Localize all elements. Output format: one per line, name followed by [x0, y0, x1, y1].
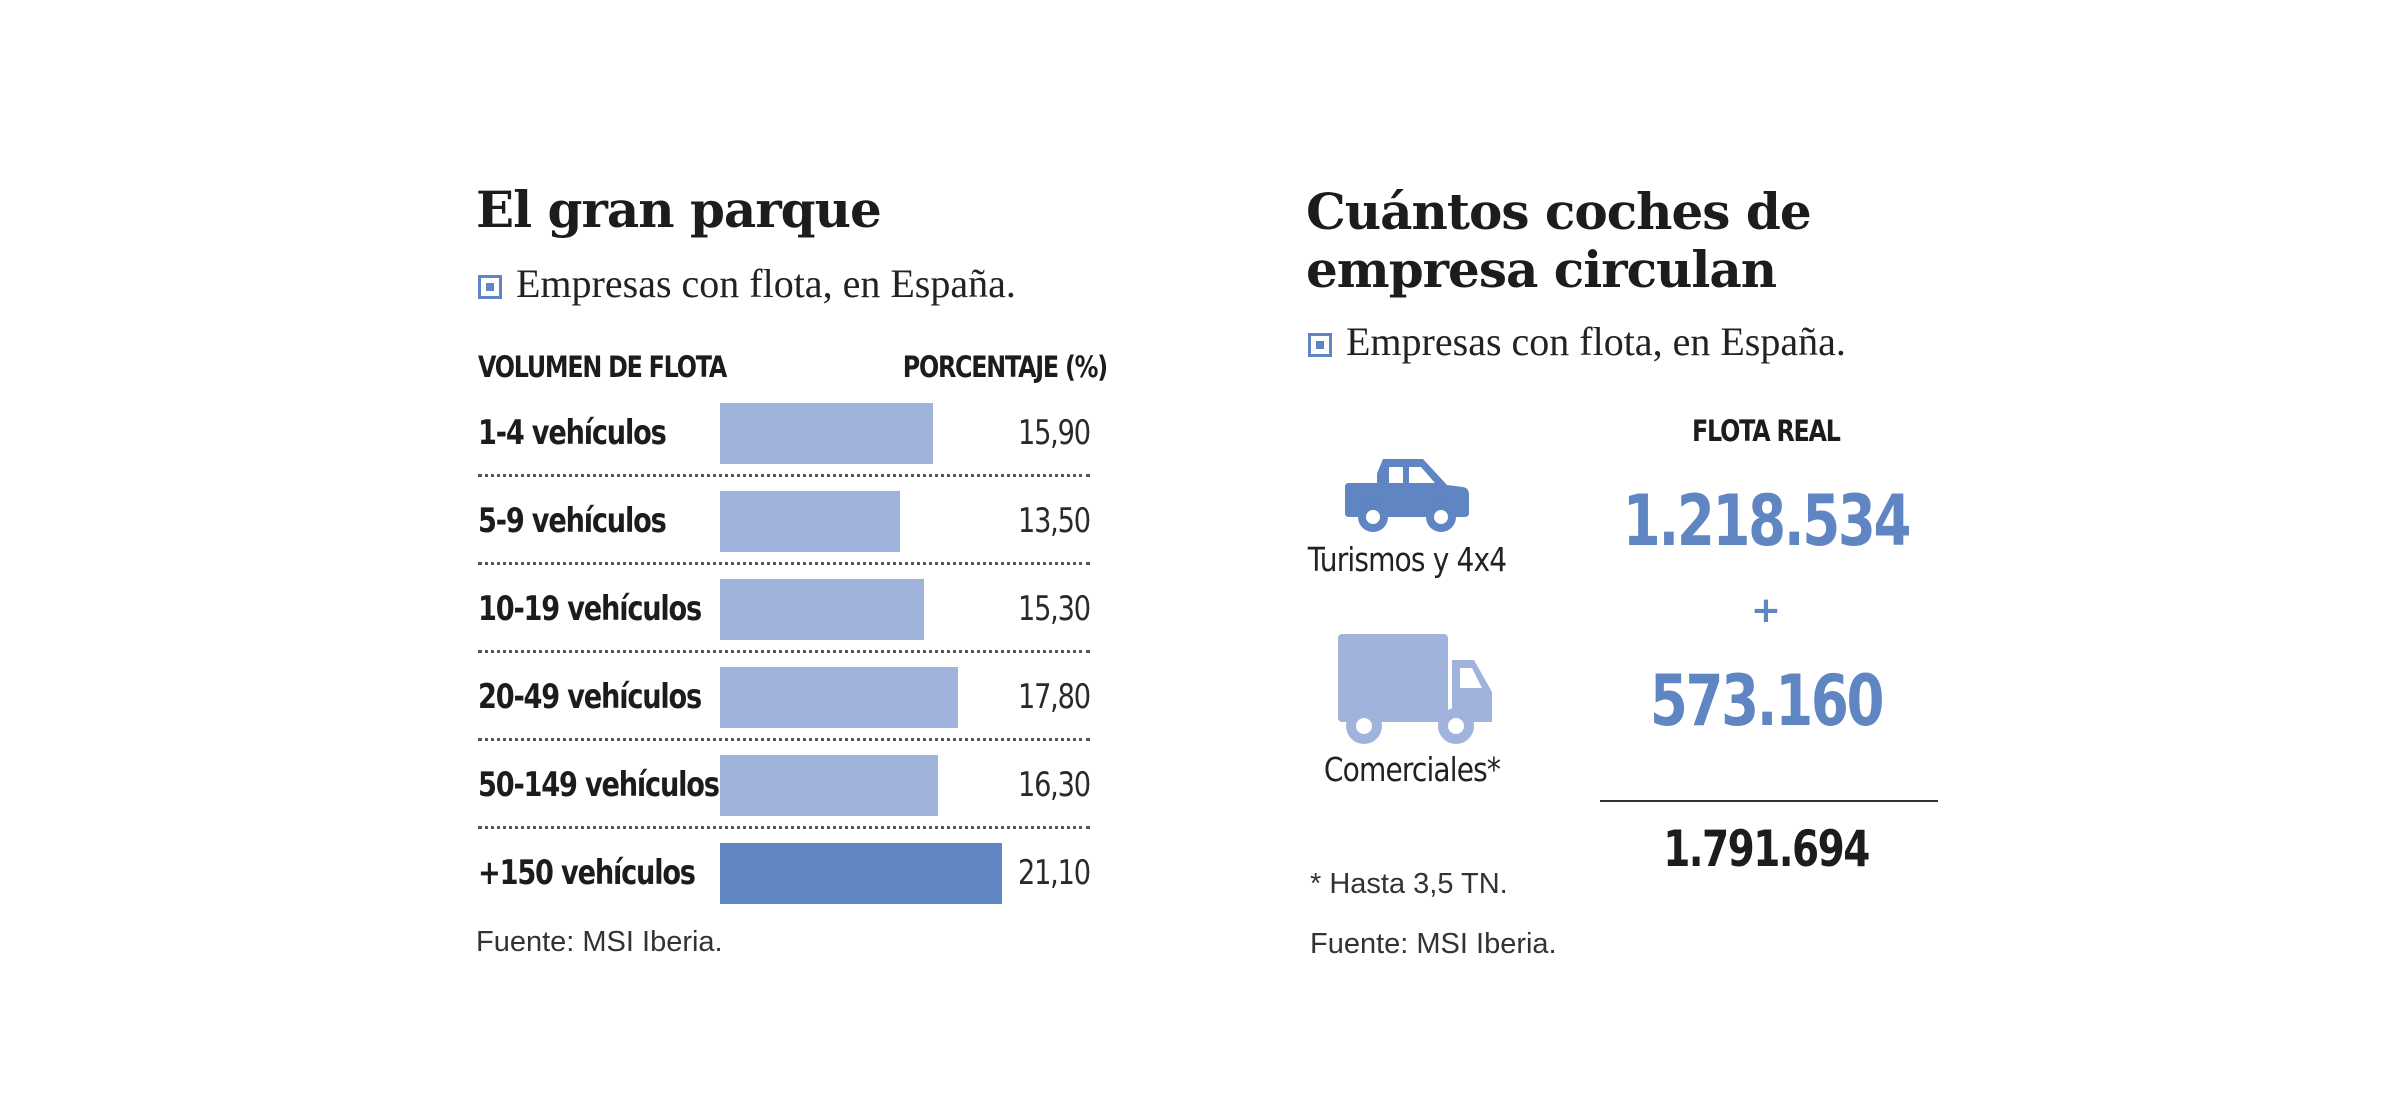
col-header-volume: VOLUMEN DE FLOTA: [478, 350, 727, 384]
bar-1: [720, 491, 900, 552]
bar-5: [720, 843, 1002, 904]
item-label-comerciales: Comerciales*: [1323, 750, 1501, 789]
left-subtitle-text: Empresas con flota, en España.: [516, 261, 1016, 306]
truck-icon: [1338, 634, 1492, 744]
category-label: 20-49 vehículos: [478, 677, 702, 717]
footnote: * Hasta 3,5 TN.: [1310, 868, 1508, 900]
right-subtitle-text: Empresas con flota, en España.: [1346, 319, 1846, 364]
value-total: 1.791.694: [1663, 820, 1870, 878]
square-marker-icon: [1308, 333, 1332, 357]
category-label: 1-4 vehículos: [478, 413, 667, 453]
square-marker-icon: [478, 275, 502, 299]
car-icon: [1345, 459, 1469, 532]
right-title-line1: Cuántos coches de: [1306, 182, 1812, 241]
value-turismos: 1.218.534: [1622, 480, 1912, 562]
flota-real-header: FLOTA REAL: [1692, 414, 1841, 448]
category-label: 50-149 vehículos: [478, 765, 720, 805]
row-divider: [478, 650, 1090, 653]
col-header-percent: PORCENTAJE (%): [902, 350, 1108, 384]
right-source: Fuente: MSI Iberia.: [1310, 928, 1557, 960]
right-subtitle: Empresas con flota, en España.: [1308, 320, 1846, 364]
right-title-line2: empresa circulan: [1306, 240, 1777, 299]
row-divider: [478, 826, 1090, 829]
left-source: Fuente: MSI Iberia.: [476, 926, 723, 958]
bar-4: [720, 755, 938, 816]
category-label: +150 vehículos: [478, 853, 696, 893]
row-divider: [478, 474, 1090, 477]
row-divider: [478, 738, 1090, 741]
category-label: 10-19 vehículos: [478, 589, 702, 629]
bar-2: [720, 579, 924, 640]
item-label-turismos: Turismos y 4x4: [1307, 540, 1507, 579]
category-label: 5-9 vehículos: [478, 501, 667, 541]
left-subtitle: Empresas con flota, en España.: [478, 262, 1016, 306]
value-label: 15,90: [1018, 413, 1091, 453]
plus-sign: +: [1750, 590, 1782, 631]
left-title: El gran parque: [476, 180, 882, 239]
row-divider: [478, 562, 1090, 565]
value-label: 15,30: [1018, 589, 1091, 629]
value-label: 17,80: [1018, 677, 1091, 717]
value-label: 16,30: [1018, 765, 1091, 805]
sum-rule: [1600, 800, 1938, 802]
bar-3: [720, 667, 958, 728]
value-label: 21,10: [1018, 853, 1091, 893]
bar-0: [720, 403, 933, 464]
value-label: 13,50: [1018, 501, 1091, 541]
value-comerciales: 573.160: [1649, 660, 1885, 742]
